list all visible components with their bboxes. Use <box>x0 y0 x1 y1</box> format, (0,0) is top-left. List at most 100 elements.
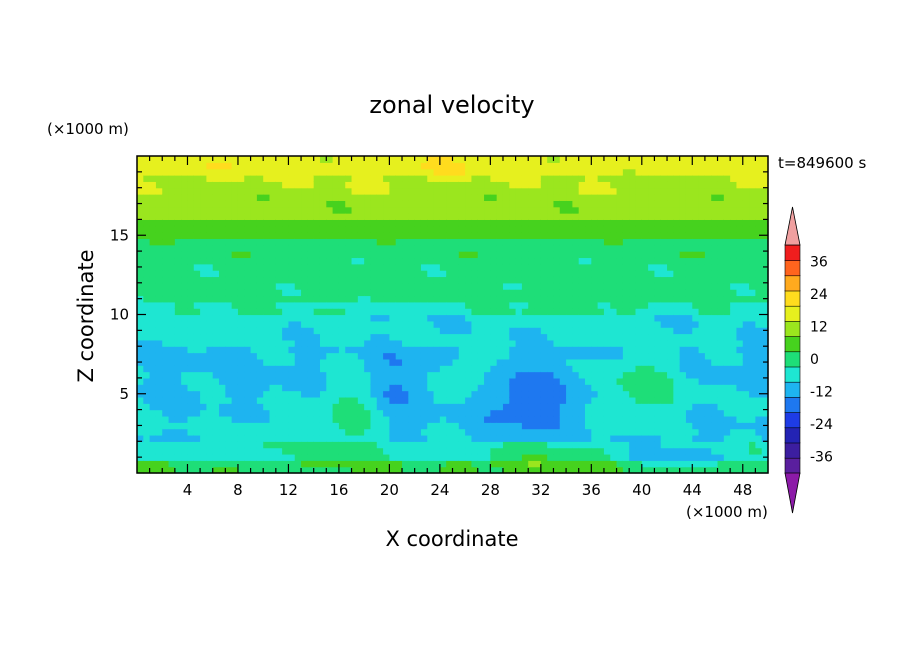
field-cell <box>547 270 555 278</box>
field-cell <box>692 447 700 455</box>
field-cell <box>553 333 561 341</box>
field-cell <box>502 460 510 468</box>
field-cell <box>244 257 252 265</box>
field-cell <box>742 200 750 208</box>
field-cell <box>603 308 611 316</box>
field-cell <box>528 263 536 271</box>
field-cell <box>376 251 384 259</box>
field-cell <box>345 466 353 474</box>
field-cell <box>572 289 580 297</box>
field-cell <box>685 219 693 227</box>
field-cell <box>704 289 712 297</box>
field-cell <box>591 371 599 379</box>
field-cell <box>452 460 460 468</box>
field-cell <box>313 390 321 398</box>
field-cell <box>692 428 700 436</box>
field-cell <box>275 263 283 271</box>
field-cell <box>509 162 517 170</box>
field-cell <box>149 384 157 392</box>
field-cell <box>458 441 466 449</box>
field-cell <box>572 441 580 449</box>
field-cell <box>408 156 416 163</box>
field-cell <box>244 295 252 303</box>
field-cell <box>711 308 719 316</box>
field-cell <box>572 175 580 182</box>
field-cell <box>269 200 277 208</box>
field-cell <box>654 289 662 297</box>
field-cell <box>679 162 687 170</box>
field-cell <box>654 403 662 411</box>
field-cell <box>559 194 567 201</box>
field-cell <box>559 276 567 284</box>
field-cell <box>547 346 555 354</box>
field-cell <box>635 466 643 474</box>
field-cell <box>490 327 498 335</box>
field-cell <box>717 314 725 322</box>
field-cell <box>761 441 769 449</box>
field-cell <box>572 238 580 246</box>
field-cell <box>294 295 302 303</box>
field-cell <box>471 263 479 271</box>
field-cell <box>143 308 151 316</box>
field-cell <box>181 289 189 297</box>
field-cell <box>553 156 561 163</box>
field-cell <box>338 453 346 461</box>
field-cell <box>263 282 271 290</box>
field-cell <box>509 181 517 189</box>
field-cell <box>307 384 315 392</box>
field-cell <box>742 333 750 341</box>
field-cell <box>200 320 208 328</box>
field-cell <box>585 422 592 430</box>
field-cell <box>660 251 668 259</box>
field-cell <box>717 371 725 379</box>
field-cell <box>755 358 763 366</box>
field-cell <box>484 377 491 385</box>
field-cell <box>477 396 485 404</box>
field-cell <box>509 371 517 379</box>
field-cell <box>755 168 763 176</box>
field-cell <box>439 308 447 316</box>
field-cell <box>427 460 435 468</box>
field-cell <box>540 238 548 246</box>
field-cell <box>149 244 157 252</box>
field-cell <box>332 384 340 392</box>
field-cell <box>250 257 258 265</box>
field-cell <box>585 390 592 398</box>
field-cell <box>717 320 725 328</box>
field-cell <box>288 453 296 461</box>
field-cell <box>206 276 214 284</box>
field-cell <box>288 282 296 290</box>
field-cell <box>685 377 693 385</box>
field-cell <box>761 289 769 297</box>
field-cell <box>206 333 214 341</box>
field-cell <box>420 156 428 163</box>
field-cell <box>534 213 542 220</box>
field-cell <box>370 168 378 176</box>
field-cell <box>749 403 756 411</box>
field-cell <box>307 377 315 385</box>
field-cell <box>155 327 163 335</box>
field-cell <box>660 168 668 176</box>
field-cell <box>231 365 239 373</box>
field-cell <box>237 213 245 220</box>
field-cell <box>351 365 359 373</box>
field-cell <box>402 403 409 411</box>
field-cell <box>193 346 201 354</box>
field-cell <box>749 213 756 220</box>
field-cell <box>717 301 725 309</box>
field-cell <box>389 339 397 347</box>
field-cell <box>200 257 208 265</box>
field-cell <box>502 352 510 360</box>
field-cell <box>585 181 592 189</box>
field-cell <box>553 352 561 360</box>
field-cell <box>237 339 245 347</box>
field-cell <box>370 232 378 240</box>
field-cell <box>484 384 491 392</box>
field-cell <box>736 187 744 195</box>
field-cell <box>742 168 750 176</box>
field-cell <box>168 289 176 297</box>
field-cell <box>149 434 157 442</box>
field-cell <box>225 447 233 455</box>
field-cell <box>427 301 435 309</box>
field-cell <box>364 282 372 290</box>
